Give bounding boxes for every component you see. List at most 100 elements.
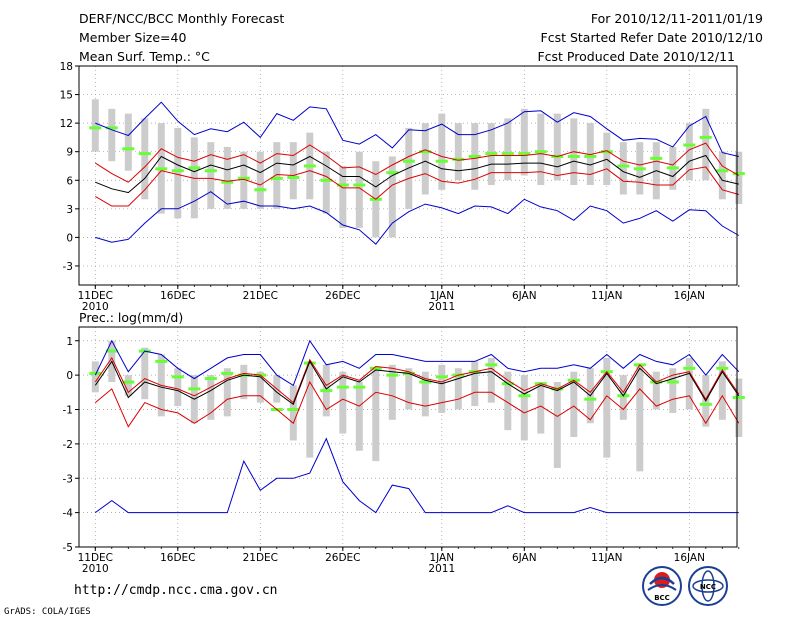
median-marker [716, 366, 729, 370]
x-tick-year: 2011 [428, 563, 455, 575]
bcc-logo: BCC [642, 566, 682, 606]
ensemble-box [223, 146, 231, 209]
ensemble-box [421, 123, 429, 195]
ensemble-box [619, 142, 627, 195]
ensemble-box [520, 375, 528, 441]
median-marker [683, 143, 696, 147]
median-marker [320, 178, 333, 182]
ensemble-box [124, 375, 132, 396]
ensemble-box [685, 357, 693, 410]
ensemble-box [735, 151, 743, 205]
median-marker [452, 157, 465, 161]
y-tick-label: -2 [63, 439, 73, 451]
ensemble-box [256, 151, 264, 209]
x-tick-year: 2011 [428, 301, 455, 313]
ensemble-box [355, 151, 363, 228]
ensemble-max-line [94, 339, 740, 387]
ensemble-box [471, 361, 479, 407]
ensemble-box [718, 151, 726, 200]
y-tick-label: 1 [66, 336, 73, 348]
y-tick-label: 6 [66, 175, 73, 187]
median-marker [485, 152, 498, 156]
y-tick-label: -3 [63, 473, 73, 485]
median-marker [105, 349, 118, 353]
ensemble-box [685, 123, 693, 181]
ensemble-box [306, 361, 314, 458]
median-marker [254, 188, 267, 192]
ensemble-box [289, 385, 297, 441]
median-marker [567, 154, 580, 158]
median-marker [188, 387, 201, 391]
ensemble-box [124, 113, 132, 171]
median-marker [666, 380, 679, 384]
x-tick-label: 16JAN [674, 552, 705, 564]
ensemble-box [141, 347, 149, 400]
x-tick-label: 21DEC [243, 552, 278, 564]
forecast-started-date: Fcst Started Refer Date 2010/12/10 [541, 30, 764, 45]
ensemble-box [487, 357, 495, 403]
website-url[interactable]: http://cmdp.ncc.cma.gov.cn [74, 583, 278, 598]
ensemble-box [273, 142, 281, 209]
median-marker [237, 176, 250, 180]
x-tick-label: 11DEC [78, 290, 113, 302]
spread-lower-line [95, 166, 739, 207]
median-marker [534, 150, 547, 154]
x-tick-label: 21DEC [243, 290, 278, 302]
y-tick-label: 3 [66, 204, 73, 216]
ensemble-box [174, 368, 182, 407]
ensemble-max-line [95, 101, 739, 157]
ensemble-box [174, 127, 182, 219]
median-marker [633, 167, 646, 171]
ensemble-box [108, 108, 116, 162]
ensemble-box [537, 113, 545, 186]
ensemble-box [339, 371, 347, 434]
median-marker [650, 156, 663, 160]
ensemble-box [91, 99, 99, 152]
y-tick-label: 18 [60, 61, 73, 73]
y-tick-label: 0 [66, 370, 73, 382]
forecast-produced-date: Fcst Produced Date 2010/12/11 [537, 49, 735, 64]
x-tick-label: 11JAN [591, 290, 622, 302]
ensemble-box [537, 382, 545, 434]
median-marker [683, 366, 696, 370]
x-tick-label: 6JAN [512, 552, 537, 564]
median-marker [155, 167, 168, 171]
x-tick-label: 26DEC [325, 290, 360, 302]
median-marker [320, 389, 333, 393]
x-tick-label: 16JAN [674, 290, 705, 302]
median-marker [435, 159, 448, 163]
ensemble-mean-line [95, 154, 739, 194]
median-marker [435, 375, 448, 379]
ensemble-box [339, 165, 347, 228]
ensemble-min-line [95, 437, 739, 514]
median-marker [386, 171, 399, 175]
median-marker [501, 152, 514, 156]
ensemble-box [520, 108, 528, 176]
median-marker [204, 377, 217, 381]
y-tick-label: -3 [63, 261, 73, 273]
ensemble-box [289, 142, 297, 200]
ncc-logo-text: NCC [700, 583, 716, 591]
chart-title: DERF/NCC/BCC Monthly Forecast [79, 11, 284, 26]
median-marker [89, 371, 102, 375]
y-tick-label: -1 [63, 405, 73, 417]
x-tick-year: 2010 [82, 301, 109, 313]
median-marker [270, 176, 283, 180]
precip-panel-title: Prec.: log(mm/d) [79, 310, 183, 325]
x-tick-label: 16DEC [160, 290, 195, 302]
median-marker [732, 172, 745, 176]
median-marker [699, 135, 712, 139]
ensemble-box [652, 371, 660, 410]
ensemble-box [256, 371, 264, 403]
ensemble-box [438, 364, 446, 413]
ensemble-box [586, 123, 594, 186]
median-marker [386, 373, 399, 377]
median-marker [419, 380, 432, 384]
ensemble-box [207, 375, 215, 420]
ensemble-box [619, 375, 627, 420]
spread-upper-line [95, 142, 740, 183]
x-tick-year: 2010 [82, 563, 109, 575]
ensemble-box [553, 382, 561, 468]
median-marker [122, 380, 135, 384]
